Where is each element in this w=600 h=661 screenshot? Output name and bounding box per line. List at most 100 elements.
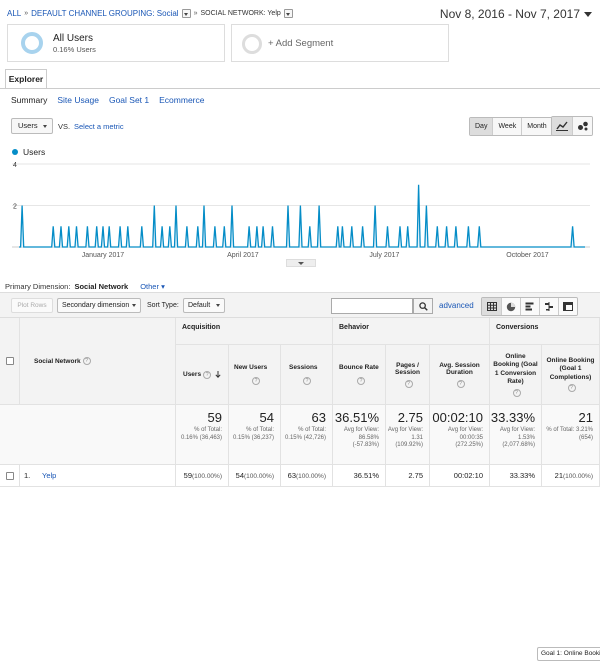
primary-dimension-other[interactable]: Other xyxy=(140,282,165,291)
segment-all-users[interactable]: All Users 0.16% Users xyxy=(7,24,225,62)
sort-type-select[interactable]: Default xyxy=(183,298,225,313)
column-header-bounce-rate[interactable]: Bounce Rate? xyxy=(333,345,386,405)
row-avg-duration: 00:02:10 xyxy=(430,465,490,487)
legend-label: Users xyxy=(23,147,46,157)
column-header-users[interactable]: Users? xyxy=(176,345,229,405)
column-header-label: Users xyxy=(183,371,202,378)
subtab-ecommerce[interactable]: Ecommerce xyxy=(159,95,205,105)
breadcrumb-all[interactable]: ALL xyxy=(7,9,22,18)
search-icon xyxy=(418,301,428,311)
totals-row-label-cell xyxy=(0,405,176,465)
column-header-avg-session-duration[interactable]: Avg. Session Duration? xyxy=(430,345,490,405)
empty-segment-circle-icon xyxy=(242,34,262,54)
search-button[interactable] xyxy=(413,298,433,314)
metric-select[interactable]: Users xyxy=(11,118,53,134)
row-completions: 21(100.00%) xyxy=(542,465,600,487)
totals-avg-duration: 00:02:10 Avg for View: 00:00:35 (272.25%) xyxy=(430,405,490,465)
subtab-goal-set-1[interactable]: Goal Set 1 xyxy=(108,95,150,105)
data-table-view-icon[interactable] xyxy=(482,298,501,315)
sort-type-label: Sort Type: xyxy=(147,302,179,309)
table-search-input[interactable] xyxy=(331,298,413,314)
granularity-month-button[interactable]: Month xyxy=(521,118,552,135)
tab-explorer[interactable]: Explorer xyxy=(5,69,47,89)
row-index: 1. xyxy=(24,471,31,480)
select-all-checkbox[interactable] xyxy=(5,357,14,365)
chart-collapse-handle[interactable] xyxy=(286,259,316,267)
goal-select[interactable]: Goal 1: Online Booking xyxy=(537,647,600,661)
help-icon[interactable]: ? xyxy=(567,384,576,393)
breadcrumb-dropdown-icon[interactable] xyxy=(181,9,191,18)
tab-divider xyxy=(0,88,600,89)
pivot-view-icon[interactable] xyxy=(558,298,577,315)
help-icon[interactable]: ? xyxy=(404,379,413,388)
column-header-label: Sessions xyxy=(289,364,318,371)
help-icon[interactable]: ? xyxy=(456,379,465,388)
motion-chart-icon[interactable] xyxy=(572,117,592,135)
help-icon[interactable]: ? xyxy=(82,357,91,365)
primary-dimension-label: Primary Dimension: xyxy=(5,282,71,291)
add-segment-button[interactable]: + Add Segment xyxy=(231,24,449,62)
granularity-day-button[interactable]: Day xyxy=(470,118,493,135)
primary-dimension-bar: Primary Dimension: Social Network Other xyxy=(5,282,165,291)
date-range-label: Nov 8, 2016 - Nov 7, 2017 xyxy=(439,7,580,21)
row-new-users: 54(100.00%) xyxy=(229,465,281,487)
advanced-filter-link[interactable]: advanced xyxy=(439,301,474,310)
subtab-site-usage[interactable]: Site Usage xyxy=(57,95,99,105)
totals-sessions: 63% of Total: 0.15% (42,726) xyxy=(281,405,333,465)
totals-bounce-rate: 36.51% Avg for View: 86.58% (-57.83%) xyxy=(333,405,386,465)
date-range-picker[interactable]: Nov 8, 2016 - Nov 7, 2017 xyxy=(440,7,592,21)
breadcrumb: ALL » DEFAULT CHANNEL GROUPING: Social »… xyxy=(7,9,293,18)
column-header-sessions[interactable]: Sessions? xyxy=(281,345,333,405)
totals-users: 59% of Total: 0.16% (36,463) xyxy=(176,405,229,465)
column-header-label: Pages / Session xyxy=(395,361,420,376)
y-tick-label: 4 xyxy=(13,162,17,169)
group-header-acquisition: Acquisition xyxy=(176,318,333,345)
column-header-label: Social Network xyxy=(34,357,81,365)
x-tick-label: October 2017 xyxy=(506,252,549,259)
column-header-label: Online Booking (Goal 1 Completions) xyxy=(546,356,595,381)
help-icon[interactable]: ? xyxy=(252,377,260,385)
performance-view-icon[interactable] xyxy=(520,298,539,315)
row-pages-session: 2.75 xyxy=(386,465,430,487)
row-dimension-link[interactable]: Yelp xyxy=(42,471,57,480)
column-header-goal-completions[interactable]: Online Booking (Goal 1 Completions)? xyxy=(542,345,600,405)
conversions-label: Conversions xyxy=(496,324,539,331)
breadcrumb-dropdown-icon[interactable] xyxy=(283,9,293,18)
secondary-dimension-select[interactable]: Secondary dimension xyxy=(57,298,141,313)
column-header-pages-session[interactable]: Pages / Session? xyxy=(386,345,430,405)
group-header-behavior: Behavior xyxy=(333,318,490,345)
column-header-new-users[interactable]: New Users? xyxy=(229,345,281,405)
row-checkbox[interactable] xyxy=(5,471,14,480)
pie-view-icon[interactable] xyxy=(501,298,520,315)
totals-new-users: 54% of Total: 0.15% (36,237) xyxy=(229,405,281,465)
granularity-week-button[interactable]: Week xyxy=(492,118,522,135)
help-icon[interactable]: ? xyxy=(357,377,365,385)
add-segment-label: + Add Segment xyxy=(268,38,334,49)
column-header-label: Bounce Rate xyxy=(339,364,379,371)
x-tick-label: July 2017 xyxy=(369,252,399,259)
group-header-conversions: Conversions xyxy=(490,318,600,345)
help-icon[interactable]: ? xyxy=(303,377,311,385)
breadcrumb-channel-grouping[interactable]: DEFAULT CHANNEL GROUPING: Social xyxy=(31,9,179,18)
x-tick-label: January 2017 xyxy=(82,252,125,259)
breadcrumb-social-network: SOCIAL NETWORK: Yelp xyxy=(200,10,281,17)
primary-dimension-current: Social Network xyxy=(74,282,129,291)
help-icon[interactable]: ? xyxy=(203,370,212,379)
column-header-social-network[interactable]: Social Network? xyxy=(20,318,176,405)
granularity-toggle: Day Week Month xyxy=(469,117,553,136)
plot-rows-button[interactable]: Plot Rows xyxy=(11,298,53,313)
y-axis-labels: 42 xyxy=(13,162,17,211)
users-line-chart: 42 January 2017 April 2017 July 2017 Octobe… xyxy=(12,162,590,259)
totals-pages-session: 2.75 Avg for View: 1.31 (109.92%) xyxy=(386,405,430,465)
totals-conversion-rate: 33.33% Avg for View: 1.53% (2,077.68%) xyxy=(490,405,542,465)
chart-legend: Users xyxy=(12,147,45,157)
x-axis-labels: January 2017 April 2017 July 2017 October 2… xyxy=(82,252,549,259)
column-header-goal-conversion-rate[interactable]: Online Booking (Goal 1 Conversion Rate)? xyxy=(490,345,542,405)
line-chart-icon[interactable] xyxy=(552,117,572,135)
help-icon[interactable]: ? xyxy=(512,388,521,397)
sort-descending-icon xyxy=(215,371,221,378)
segment-percentage: 0.16% Users xyxy=(53,45,96,54)
subtab-summary[interactable]: Summary xyxy=(11,95,48,105)
comparison-view-icon[interactable] xyxy=(539,298,558,315)
select-metric-link[interactable]: Select a metric xyxy=(74,122,124,131)
